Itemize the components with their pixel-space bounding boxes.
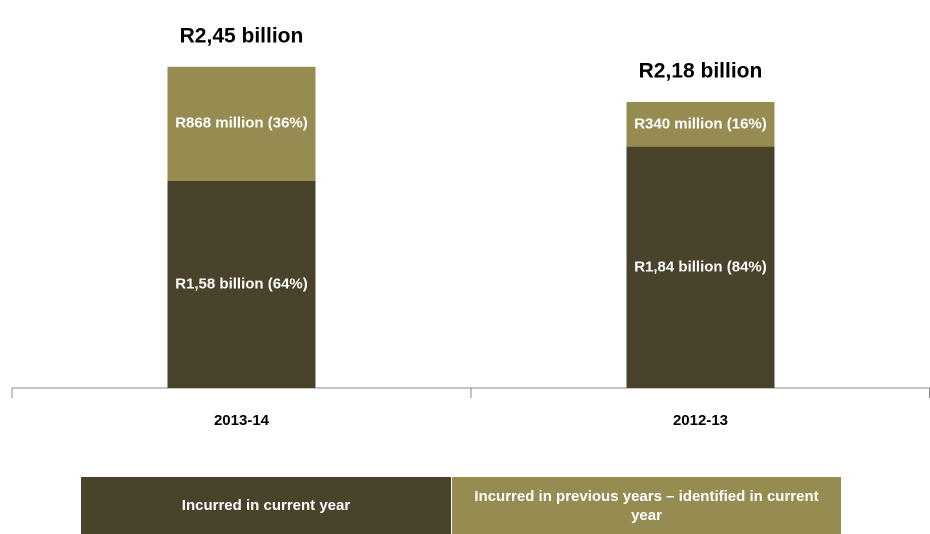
chart: 2013-14 R1,58 billion (64%) R868 million (… [11,24,930,429]
bar-segment [626,101,775,147]
legend-item: Incurred in current year [81,477,451,534]
bar-segment [626,146,775,388]
total-label: R2,45 billion [180,24,304,47]
bar-segment [167,66,316,181]
data-label: R1,58 billion (64%) [175,275,308,292]
x-tick-label: 2012-13 [673,412,728,429]
legend-item: Incurred in previous years – identified … [451,477,841,534]
total-label: R2,18 billion [639,60,763,83]
data-label: R1,84 billion (84%) [634,258,767,275]
data-label: R868 million (36%) [175,115,308,132]
data-label: R340 million (16%) [634,115,767,132]
bar-segment [167,180,316,388]
x-tick-label: 2013-14 [214,412,270,429]
